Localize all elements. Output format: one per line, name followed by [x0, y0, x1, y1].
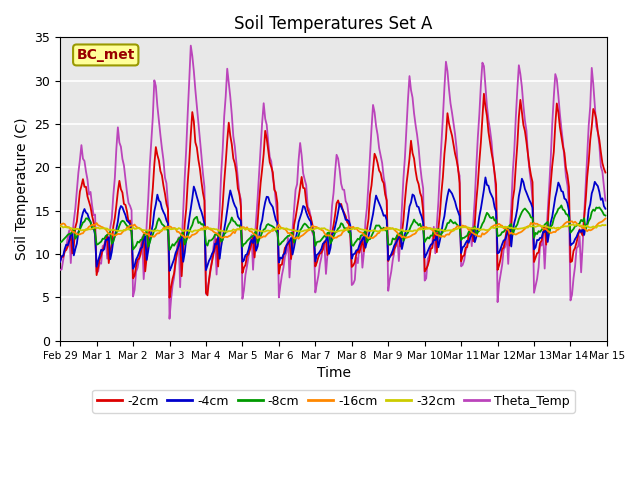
- Text: BC_met: BC_met: [77, 48, 135, 62]
- Legend: -2cm, -4cm, -8cm, -16cm, -32cm, Theta_Temp: -2cm, -4cm, -8cm, -16cm, -32cm, Theta_Te…: [92, 390, 575, 412]
- X-axis label: Time: Time: [317, 366, 351, 380]
- Y-axis label: Soil Temperature (C): Soil Temperature (C): [15, 118, 29, 260]
- Title: Soil Temperatures Set A: Soil Temperatures Set A: [234, 15, 433, 33]
